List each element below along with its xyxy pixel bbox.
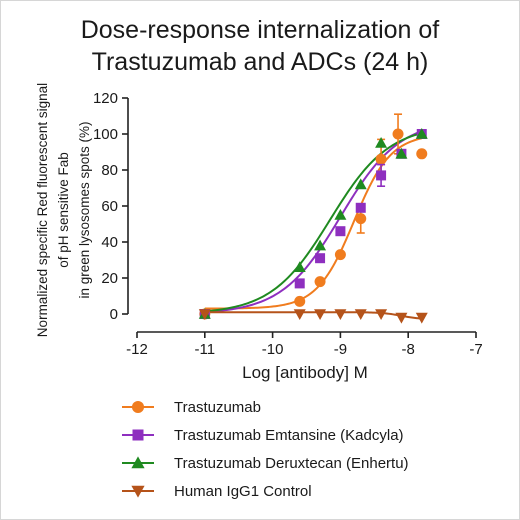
data-point xyxy=(354,309,367,320)
data-point xyxy=(334,309,347,320)
data-point xyxy=(334,209,347,220)
x-axis-label: Log [antibody] M xyxy=(242,363,368,382)
data-point xyxy=(294,278,305,289)
data-point xyxy=(355,202,366,213)
data-points xyxy=(198,113,428,324)
legend-marker xyxy=(132,429,144,441)
legend: Trastuzumab Trastuzumab Emtansine (Kadcyl… xyxy=(122,399,409,500)
data-point xyxy=(416,148,428,160)
data-point xyxy=(294,295,306,307)
data-point xyxy=(375,153,387,165)
data-point xyxy=(415,312,428,324)
data-point xyxy=(314,309,327,320)
chart-title-line-2: Trastuzumab and ADCs (24 h) xyxy=(91,48,429,76)
y-tick-label: 120 xyxy=(93,90,118,107)
data-point xyxy=(293,309,306,320)
data-point xyxy=(315,253,326,264)
x-tick-label: -8 xyxy=(402,341,415,358)
data-point xyxy=(395,312,408,324)
data-point xyxy=(415,128,428,139)
data-point xyxy=(375,137,388,148)
y-tick-label: 60 xyxy=(101,198,118,215)
y-axis-label-line: Normalized specific Red fluorescent sign… xyxy=(35,83,50,337)
legend-label: Trastuzumab xyxy=(174,399,261,416)
data-point xyxy=(314,276,326,288)
data-point xyxy=(293,261,306,272)
data-point xyxy=(375,309,388,320)
chart-title-line-1: Dose-response internalization of xyxy=(80,16,440,44)
y-tick-label: 0 xyxy=(110,306,118,323)
y-tick-label: 20 xyxy=(101,270,118,287)
x-tick-label: -7 xyxy=(469,341,482,358)
data-point xyxy=(354,178,367,190)
x-tick-label: -11 xyxy=(195,341,216,358)
y-axis-label-line: in green lysosomes spots (%) xyxy=(77,121,92,298)
y-tick-label: 40 xyxy=(101,234,118,251)
legend-marker xyxy=(131,456,145,469)
data-point xyxy=(395,147,408,159)
x-tick-label: -9 xyxy=(334,341,347,358)
x-tick-label: -12 xyxy=(126,341,148,358)
fit-curve xyxy=(204,132,423,313)
x-tick-label: -10 xyxy=(262,341,284,358)
data-point xyxy=(392,128,404,140)
legend-marker xyxy=(131,400,145,414)
data-point xyxy=(314,239,327,251)
fit-curve xyxy=(204,311,422,320)
data-point xyxy=(335,226,346,237)
chart-title: Dose-response internalization of Trastuz… xyxy=(0,14,520,78)
axes: 0 20 40 60 80 100 120 -12 -11 -10 -9 -8 -7 Log [antib… xyxy=(35,83,483,382)
y-tick-label: 80 xyxy=(101,162,118,179)
fit-curves xyxy=(204,130,423,320)
legend-label: Trastuzumab Emtansine (Kadcyla) xyxy=(174,427,404,444)
data-point xyxy=(334,249,346,261)
legend-marker xyxy=(131,485,145,498)
fit-curve xyxy=(204,130,423,314)
data-point xyxy=(376,170,387,181)
fit-curve xyxy=(204,137,422,310)
data-point xyxy=(355,213,367,225)
y-tick-label: 100 xyxy=(93,126,118,143)
y-axis-label-line: of pH sensitive Fab xyxy=(56,152,71,268)
legend-label: Human IgG1 Control xyxy=(174,483,312,500)
legend-label: Trastuzumab Deruxtecan (Enhertu) xyxy=(174,455,409,472)
data-point xyxy=(198,309,211,320)
